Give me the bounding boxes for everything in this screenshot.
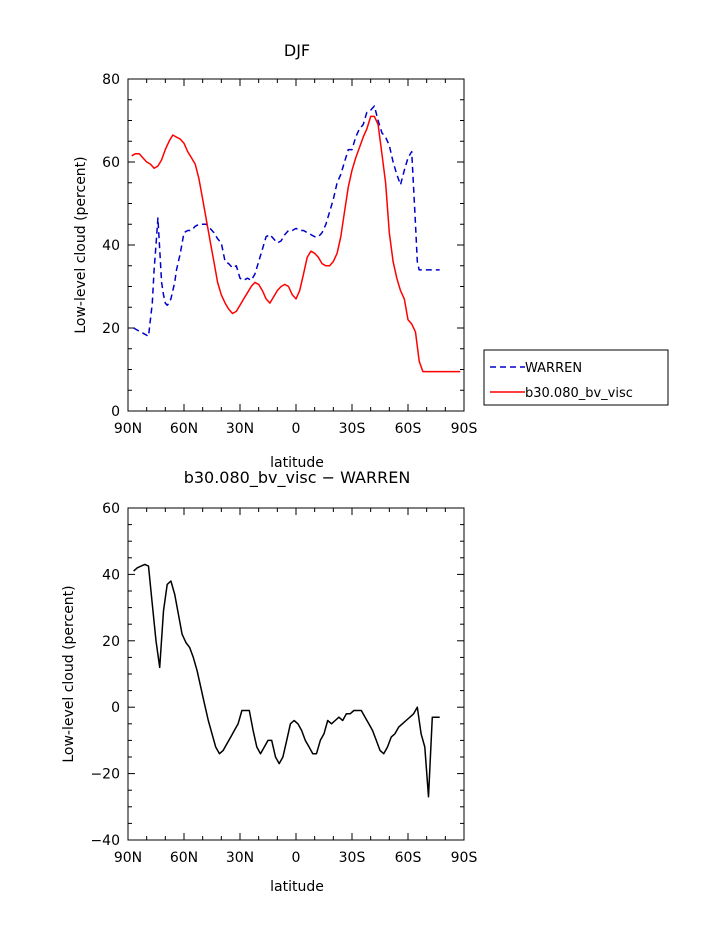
bottom-chart: b30.080_bv_visc − WARREN 90N 60N 30N 0 30S 60… [61, 468, 477, 895]
y-tick-label: 0 [111, 700, 120, 716]
y-tick-label: 80 [102, 72, 120, 88]
series-line-b30-080-bv-visc-warren [133, 563, 440, 798]
top-chart-title: DJF [284, 41, 310, 60]
legend: WARREN b30.080_bv_visc [483, 349, 669, 406]
top-chart: DJF 90N 60N 30N 0 30S 60S 90S 0 20 40 60 80 latitud… [73, 41, 477, 471]
x-tick-label: 60N [170, 421, 198, 437]
y-tick-label: 20 [102, 634, 120, 650]
y-tick-label: 60 [102, 501, 120, 517]
y-tick-label: 40 [102, 238, 120, 254]
x-tick-label: 90S [451, 850, 478, 866]
x-tick-label: 60S [395, 850, 422, 866]
x-tick-label: 30N [226, 850, 254, 866]
x-tick-label: 30S [339, 421, 366, 437]
top-plot-frame [127, 78, 465, 412]
series-line-warren [133, 105, 440, 338]
x-tick-label: 60S [395, 421, 422, 437]
top-x-axis-label: latitude [270, 455, 324, 471]
x-tick-label: 60N [170, 850, 198, 866]
x-tick-label: 30N [226, 421, 254, 437]
bottom-chart-title: b30.080_bv_visc − WARREN [184, 468, 411, 488]
top-y-axis-label: Low-level cloud (percent) [73, 156, 89, 333]
series-line-b30-080-bv-visc [131, 115, 461, 373]
legend-label-warren: WARREN [525, 361, 582, 376]
x-tick-label: 90N [114, 850, 142, 866]
x-tick-label: 90S [451, 421, 478, 437]
bottom-plot-area: 90N 60N 30N 0 30S 60S 90S −40 −20 0 20 40 60 [90, 501, 477, 866]
y-tick-label: 20 [102, 321, 120, 337]
x-tick-label: 90N [114, 421, 142, 437]
y-tick-label: 60 [102, 155, 120, 171]
legend-label-b30: b30.080_bv_visc [525, 386, 633, 401]
y-tick-label: 0 [111, 404, 120, 420]
y-tick-label: −20 [90, 767, 120, 783]
top-plot-area: 90N 60N 30N 0 30S 60S 90S 0 20 40 60 80 [102, 72, 477, 437]
x-tick-label: 0 [292, 850, 301, 866]
bottom-x-axis-label: latitude [270, 879, 324, 895]
y-tick-label: −40 [90, 833, 120, 849]
x-tick-label: 30S [339, 850, 366, 866]
bottom-plot-frame [127, 507, 465, 841]
x-tick-label: 0 [292, 421, 301, 437]
y-tick-label: 40 [102, 567, 120, 583]
legend-box [483, 349, 669, 406]
bottom-y-axis-label: Low-level cloud (percent) [61, 585, 77, 762]
